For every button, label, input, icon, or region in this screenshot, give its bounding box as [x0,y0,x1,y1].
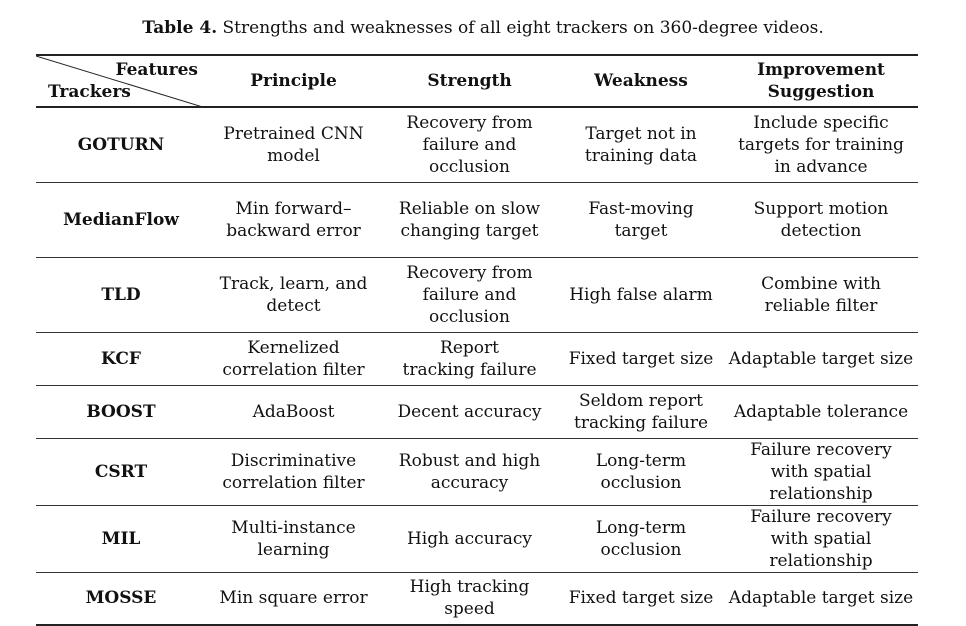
principle-cell: AdaBoost [206,385,381,439]
table-row: BOOST AdaBoost Decent accuracy Seldom re… [36,385,918,439]
weakness-cell: Fixed target size [558,572,724,626]
table-row: MedianFlow Min forward–backward error Re… [36,182,918,258]
tracker-name: KCF [36,332,206,386]
tracker-name: MedianFlow [36,182,206,258]
features-header: Features [115,60,198,80]
principle-text: Discriminative correlation filter [222,450,365,493]
weakness-cell: Long-term occlusion [558,438,724,506]
improvement-text: Failure recovery with spatial relationsh… [750,506,892,571]
improvement-cell: Include specific targets for training in… [724,107,918,183]
tracker-name: MOSSE [36,572,206,626]
table-row: MOSSE Min square error High tracking spe… [36,572,918,626]
strength-text: Recovery from failure and occlusion [406,262,533,327]
weakness-cell: Fast-moving target [558,182,724,258]
principle-text: Track, learn, and detect [219,273,368,316]
table-row: GOTURN Pretrained CNN model Recovery fro… [36,107,918,183]
principle-cell: Multi-instance learning [206,505,381,573]
strength-text: Recovery from failure and occlusion [406,112,533,177]
improvement-text: Adaptable tolerance [733,401,909,422]
improvement-cell: Combine with reliable filter [724,257,918,333]
caption-text: Strengths and weaknesses of all eight tr… [222,18,824,38]
trackers-header: Trackers [48,82,131,102]
improvement-cell: Failure recovery with spatial relationsh… [724,438,918,506]
weakness-cell: Seldom report tracking failure [558,385,724,439]
table-row: TLD Track, learn, and detect Recovery fr… [36,257,918,333]
tracker-name: TLD [36,257,206,333]
weakness-cell: High false alarm [558,257,724,333]
weakness-text: Long-term occlusion [595,450,687,493]
strength-text: Reliable on slow changing target [398,198,541,241]
strength-cell: Recovery from failure and occlusion [381,107,558,183]
weakness-text: High false alarm [569,284,713,305]
strength-text: High tracking speed [409,577,530,620]
table-caption: Table 4. Strengths and weaknesses of all… [0,17,966,39]
improvement-cell: Failure recovery with spatial relationsh… [724,505,918,573]
weakness-cell: Long-term occlusion [558,505,724,573]
weakness-text: Target not in training data [584,123,698,166]
strength-cell: High tracking speed [381,572,558,626]
weakness-text: Seldom report tracking failure [573,390,709,433]
weakness-text: Fixed target size [568,348,714,369]
improvement-text: Combine with reliable filter [761,273,881,316]
header-row: Features Trackers Principle Strength Wea… [36,55,918,108]
improvement-cell: Adaptable target size [724,332,918,386]
weakness-cell: Fixed target size [558,332,724,386]
improvement-text: Failure recovery with spatial relationsh… [750,439,892,504]
principle-header: Principle [206,55,381,108]
strength-text: Decent accuracy [397,401,542,422]
diagonal-line [36,56,206,108]
trackers-table: Features Trackers Principle Strength Wea… [36,54,918,626]
improvement-header: Improvement Suggestion [724,55,918,108]
caption-label: Table 4. [142,18,218,38]
diagonal-header-cell: Features Trackers [36,55,206,108]
improvement-cell: Support motion detection [724,182,918,258]
strength-cell: High accuracy [381,505,558,573]
improvement-text: Adaptable target size [728,588,914,609]
principle-cell: Discriminative correlation filter [206,438,381,506]
table-row: KCF Kernelized correlation filter Report… [36,332,918,386]
improvement-cell: Adaptable target size [724,572,918,626]
principle-cell: Min forward–backward error [206,182,381,258]
strength-cell: Robust and high accuracy [381,438,558,506]
principle-text: Multi-instance learning [231,517,356,560]
improvement-text: Support motion detection [753,198,889,241]
improvement-text: Adaptable target size [728,348,914,369]
improvement-cell: Adaptable tolerance [724,385,918,439]
principle-text: Kernelized correlation filter [222,337,365,380]
improvement-text: Include specific targets for training in… [738,112,904,177]
tracker-name: BOOST [36,385,206,439]
strength-text: Report tracking failure [402,337,537,380]
table-row: MIL Multi-instance learning High accurac… [36,505,918,573]
weakness-text: Fast-moving target [588,198,694,241]
principle-text: Min forward–backward error [226,198,361,241]
principle-cell: Track, learn, and detect [206,257,381,333]
strength-cell: Recovery from failure and occlusion [381,257,558,333]
strength-header: Strength [381,55,558,108]
weakness-header: Weakness [558,55,724,108]
improvement-header-text: Improvement Suggestion [757,60,885,102]
strength-cell: Reliable on slow changing target [381,182,558,258]
tracker-name: MIL [36,505,206,573]
weakness-text: Fixed target size [568,588,714,609]
tracker-name: GOTURN [36,107,206,183]
principle-text: Min square error [219,588,368,609]
strength-cell: Report tracking failure [381,332,558,386]
principle-text: AdaBoost [252,401,335,422]
principle-cell: Pretrained CNN model [206,107,381,183]
principle-text: Pretrained CNN model [223,123,364,166]
table-row: CSRT Discriminative correlation filter R… [36,438,918,506]
strength-cell: Decent accuracy [381,385,558,439]
tracker-name: CSRT [36,438,206,506]
principle-cell: Min square error [206,572,381,626]
strength-text: Robust and high accuracy [398,450,541,493]
weakness-text: Long-term occlusion [595,517,687,560]
strength-text: High accuracy [406,528,532,549]
principle-cell: Kernelized correlation filter [206,332,381,386]
weakness-cell: Target not in training data [558,107,724,183]
